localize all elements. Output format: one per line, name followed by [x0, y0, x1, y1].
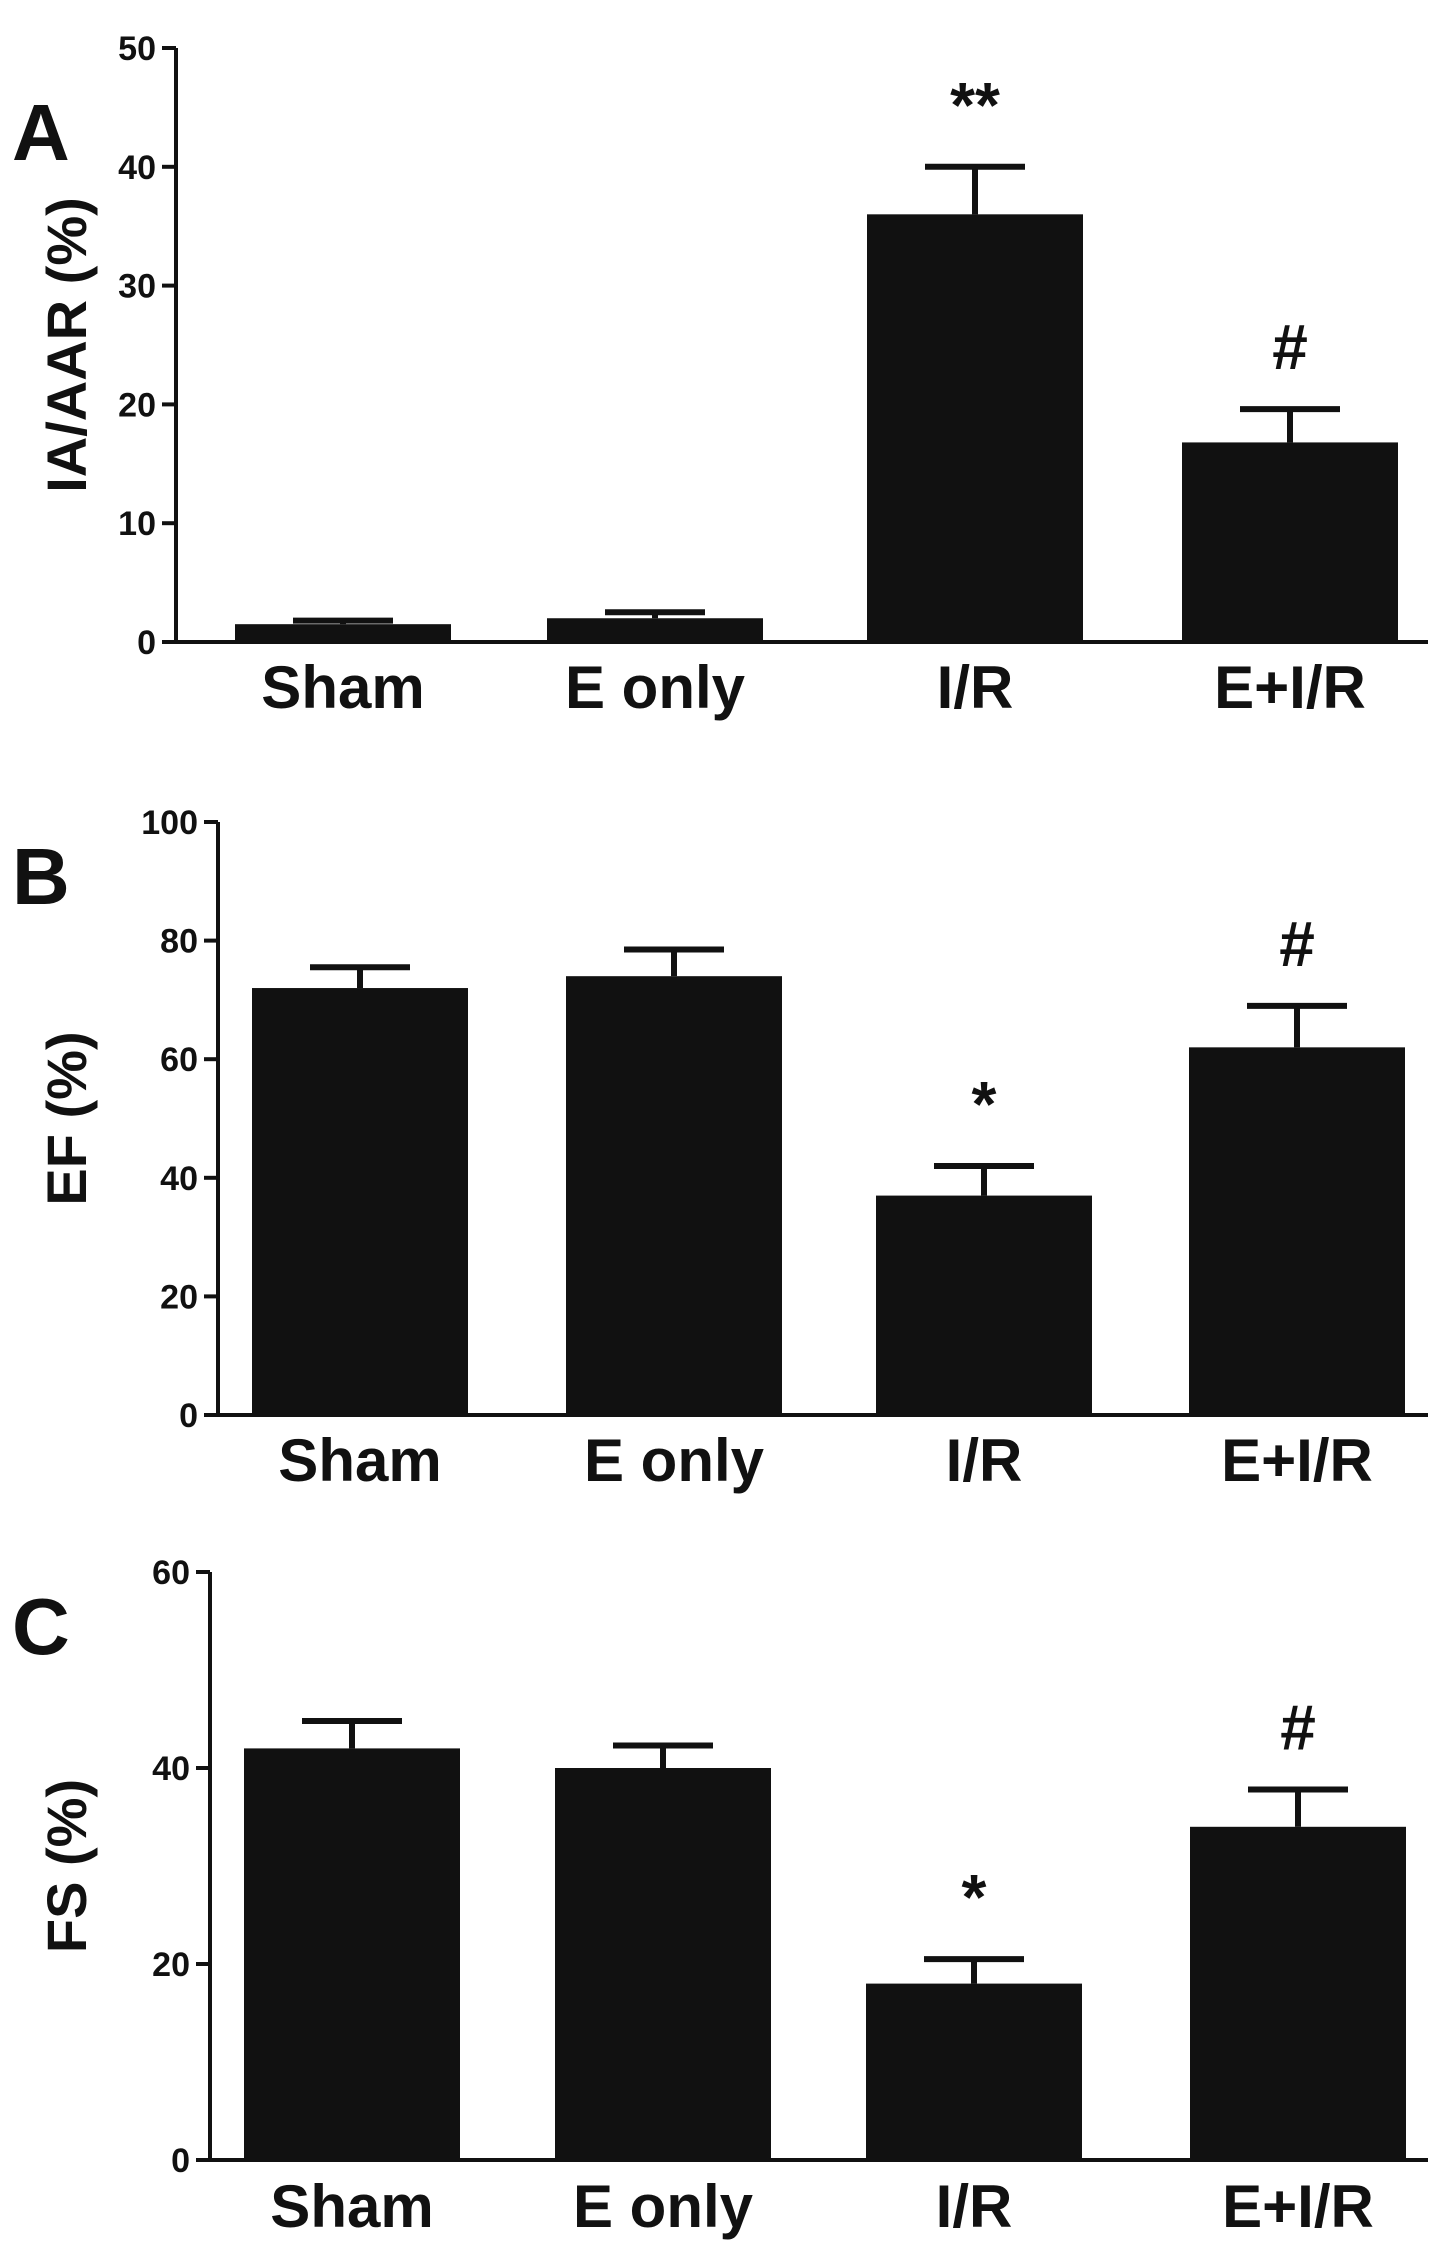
y-tick-label: 60 [160, 1041, 198, 1079]
x-tick-label: Sham [261, 654, 424, 721]
bar [547, 618, 763, 642]
y-tick-label: 60 [152, 1554, 190, 1592]
significance-marker: ** [950, 69, 1000, 141]
y-axis-label: IA/AAR (%) [35, 197, 98, 493]
significance-marker: # [1272, 311, 1308, 383]
x-tick-label: E only [573, 2173, 754, 2240]
x-tick-label: E+I/R [1221, 1427, 1373, 1494]
bar [566, 976, 782, 1415]
bar [235, 624, 451, 642]
bar [1190, 1826, 1406, 2160]
y-tick-label: 20 [118, 386, 156, 424]
y-tick-label: 40 [152, 1750, 190, 1788]
bar [866, 1983, 1082, 2160]
significance-marker: # [1280, 1692, 1316, 1764]
x-tick-label: Sham [270, 2173, 433, 2240]
bar [555, 1768, 771, 2160]
y-tick-label: 30 [118, 268, 156, 306]
y-axis-label: EF (%) [35, 1031, 98, 1205]
bar [1182, 442, 1398, 642]
x-tick-label: E+I/R [1214, 654, 1366, 721]
bar [1189, 1047, 1405, 1415]
bar [876, 1195, 1092, 1415]
y-tick-label: 10 [118, 505, 156, 543]
y-tick-label: 20 [160, 1278, 198, 1316]
y-tick-label: 100 [141, 804, 198, 842]
y-tick-label: 20 [152, 1946, 190, 1984]
y-tick-label: 0 [137, 624, 156, 662]
x-tick-label: I/R [946, 1427, 1023, 1494]
y-tick-label: 50 [118, 30, 156, 68]
bar [252, 988, 468, 1415]
y-tick-label: 40 [118, 149, 156, 187]
significance-marker: * [972, 1068, 997, 1140]
bar [867, 214, 1083, 642]
significance-marker: # [1279, 908, 1315, 980]
panel-letter: A [12, 88, 70, 177]
y-axis-label: FS (%) [35, 1779, 98, 1953]
bar [244, 1748, 460, 2160]
panel-b: B EF (%) 0 20 40 60 80 100 Sham E only * I/R # E+I/R [12, 804, 1428, 1494]
panel-letter: C [12, 1582, 70, 1671]
panel-c: C FS (%) 0 20 40 60 Sham E only * I/R # E+I/R [12, 1554, 1428, 2240]
x-tick-label: E only [584, 1427, 765, 1494]
y-tick-label: 0 [171, 2142, 190, 2180]
y-tick-label: 0 [179, 1397, 198, 1435]
x-tick-label: E only [565, 654, 746, 721]
x-tick-label: E+I/R [1222, 2173, 1374, 2240]
x-tick-label: I/R [936, 2173, 1013, 2240]
x-tick-label: Sham [278, 1427, 441, 1494]
y-tick-label: 40 [160, 1160, 198, 1198]
x-tick-label: I/R [937, 654, 1014, 721]
panel-letter: B [12, 832, 70, 921]
significance-marker: * [962, 1861, 987, 1933]
panel-a: A IA/AAR (%) 0 10 20 30 40 50 Sham E only ** I/R # E+… [12, 30, 1428, 721]
y-tick-label: 80 [160, 923, 198, 961]
